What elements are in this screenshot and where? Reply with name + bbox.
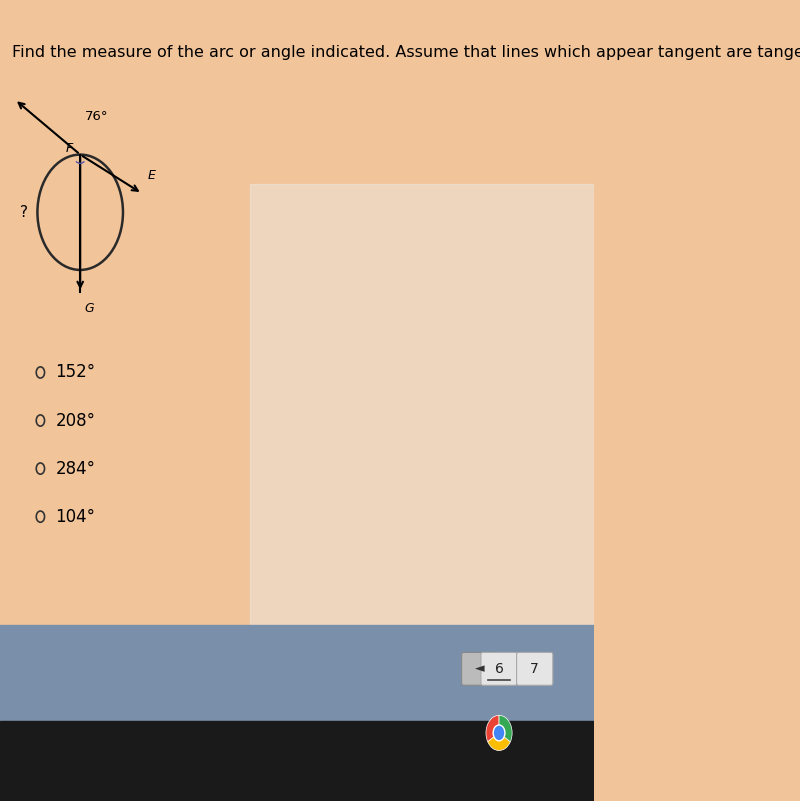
Text: ?: ?: [20, 205, 28, 219]
Text: Find the measure of the arc or angle indicated. Assume that lines which appear t: Find the measure of the arc or angle ind…: [12, 45, 800, 59]
Text: 7: 7: [530, 662, 539, 676]
Bar: [0, 721, 594, 801]
Text: 104°: 104°: [55, 508, 95, 525]
Text: E: E: [148, 169, 156, 183]
Bar: [250, 184, 594, 625]
Wedge shape: [488, 733, 510, 751]
Text: 6: 6: [494, 662, 503, 676]
Text: 76°: 76°: [85, 110, 109, 123]
Wedge shape: [486, 715, 499, 742]
Wedge shape: [499, 715, 512, 742]
Text: 284°: 284°: [55, 460, 95, 477]
Text: 152°: 152°: [55, 364, 95, 381]
FancyBboxPatch shape: [517, 652, 553, 685]
Circle shape: [493, 725, 505, 741]
Bar: [0, 625, 594, 721]
Text: F: F: [66, 142, 73, 155]
Text: ◄: ◄: [475, 662, 485, 675]
FancyBboxPatch shape: [481, 652, 517, 685]
FancyBboxPatch shape: [462, 652, 498, 685]
Text: 208°: 208°: [55, 412, 95, 429]
Text: G: G: [84, 302, 94, 315]
